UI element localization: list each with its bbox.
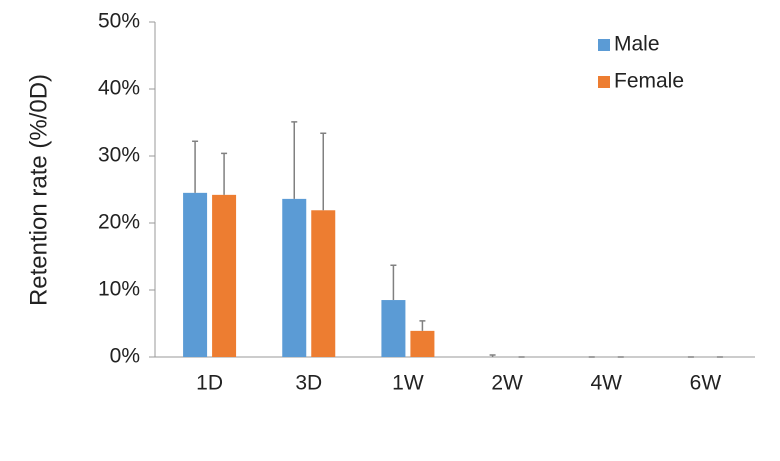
y-tick-label: 10% (98, 278, 140, 301)
bar (410, 330, 435, 357)
legend-label: Male (614, 33, 660, 56)
error-bar (419, 320, 426, 331)
bar (282, 198, 307, 357)
x-tick-label: 2W (491, 372, 523, 395)
x-tick-label: 1W (392, 372, 424, 395)
x-tick-label: 4W (591, 372, 623, 395)
y-axis-label: Retention rate (%/0D) (25, 74, 52, 306)
bar (212, 194, 237, 357)
y-tick-label: 0% (110, 345, 140, 368)
error-bar (320, 132, 327, 211)
y-tick-label: 40% (98, 77, 140, 100)
bar (183, 192, 208, 357)
error-bar (221, 152, 228, 195)
x-tick-label: 6W (690, 372, 722, 395)
error-bar (489, 354, 496, 357)
y-tick-label: 20% (98, 211, 140, 234)
error-bar (192, 140, 199, 193)
error-bar (291, 121, 298, 199)
bar (311, 210, 336, 357)
legend-label: Female (614, 70, 684, 93)
error-bar (390, 264, 397, 301)
y-tick-label: 30% (98, 144, 140, 167)
x-tick-label: 1D (196, 372, 223, 395)
legend-swatch (598, 76, 610, 88)
legend-swatch (598, 39, 610, 51)
x-tick-label: 3D (295, 372, 322, 395)
y-tick-label: 50% (98, 10, 140, 33)
bar (381, 300, 406, 357)
